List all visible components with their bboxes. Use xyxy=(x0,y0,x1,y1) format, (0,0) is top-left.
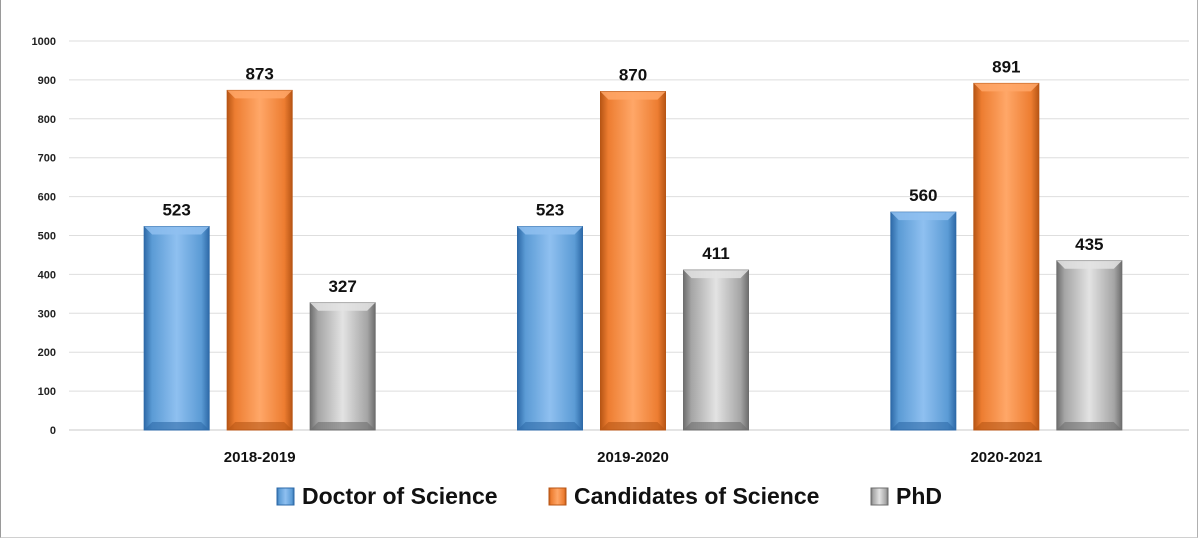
bar-bevel-top xyxy=(1056,260,1122,269)
x-tick-label: 2018-2019 xyxy=(224,449,296,466)
y-tick-label: 500 xyxy=(38,231,56,243)
bar-bevel-top xyxy=(890,212,956,221)
bar-body xyxy=(517,226,583,431)
data-label: 891 xyxy=(992,57,1020,76)
data-label: 523 xyxy=(536,201,564,220)
bar-body xyxy=(683,269,749,431)
bar xyxy=(973,82,1040,431)
legend-swatch xyxy=(548,487,567,506)
bars xyxy=(143,82,1123,431)
data-label: 411 xyxy=(702,244,729,263)
data-labels: 523 873 327 523 870 411 560 891 435 xyxy=(162,57,1103,295)
bar-bevel-top xyxy=(227,90,293,99)
data-label: 560 xyxy=(909,186,937,205)
x-axis-ticks: 2018-2019 2019-2020 2020-2021 xyxy=(224,449,1042,466)
bar-bevel-bottom xyxy=(227,422,293,430)
y-tick-label: 800 xyxy=(38,114,56,126)
bar-bevel-bottom xyxy=(310,422,376,430)
bar xyxy=(890,211,957,431)
x-tick-label: 2019-2020 xyxy=(597,449,669,466)
y-tick-label: 700 xyxy=(38,153,56,165)
y-tick-label: 400 xyxy=(38,269,56,281)
data-label: 873 xyxy=(245,64,273,83)
bar xyxy=(517,226,583,431)
bar xyxy=(143,226,210,431)
legend-item: PhD xyxy=(870,483,942,509)
bar-bevel-bottom xyxy=(517,422,583,430)
y-axis-ticks: 0 100 200 300 400 500 600 700 800 900 1000 xyxy=(32,36,56,437)
bar-bevel-bottom xyxy=(144,422,210,430)
bar-body xyxy=(309,302,376,431)
bar xyxy=(309,302,376,431)
bar-bevel-bottom xyxy=(890,422,956,430)
bar-bevel-top xyxy=(973,83,1039,92)
bar-bevel-top xyxy=(600,91,666,100)
y-tick-label: 900 xyxy=(38,75,56,87)
bar-bevel-bottom xyxy=(600,422,666,430)
bar xyxy=(1056,260,1123,431)
bar-bevel-top xyxy=(144,226,210,235)
data-label: 435 xyxy=(1075,235,1103,254)
data-label: 327 xyxy=(328,277,356,296)
bar-body xyxy=(143,226,210,431)
bar-bevel-top xyxy=(683,270,749,279)
bar-bevel-bottom xyxy=(683,422,749,430)
data-label: 523 xyxy=(162,201,190,220)
x-tick-label: 2020-2021 xyxy=(970,449,1042,466)
bar-bevel-bottom xyxy=(1056,422,1122,430)
bar-bevel-top xyxy=(310,302,376,311)
legend-swatch xyxy=(276,487,295,506)
y-tick-label: 300 xyxy=(38,308,56,320)
bar-body xyxy=(226,89,293,431)
bar xyxy=(683,269,749,431)
y-tick-label: 0 xyxy=(50,425,56,437)
bar-body xyxy=(600,91,666,431)
y-tick-label: 200 xyxy=(38,347,56,359)
legend-swatch xyxy=(870,487,889,506)
data-label: 870 xyxy=(619,66,647,85)
bar-body xyxy=(973,82,1040,431)
bar-body xyxy=(890,211,957,431)
bar xyxy=(600,91,666,431)
legend-label: Candidates of Science xyxy=(574,483,819,509)
bar-bevel-bottom xyxy=(973,422,1039,430)
bar-bevel-top xyxy=(517,226,583,235)
y-tick-label: 100 xyxy=(38,386,56,398)
legend-item: Candidates of Science xyxy=(548,483,819,509)
legend-label: PhD xyxy=(896,483,942,509)
y-tick-label: 600 xyxy=(38,192,56,204)
bar xyxy=(226,89,293,431)
legend: Doctor of Science Candidates of Science Ph… xyxy=(276,483,942,509)
legend-item: Doctor of Science xyxy=(276,483,498,509)
legend-label: Doctor of Science xyxy=(302,483,498,509)
bar-body xyxy=(1056,260,1123,431)
y-tick-label: 1000 xyxy=(32,36,56,48)
